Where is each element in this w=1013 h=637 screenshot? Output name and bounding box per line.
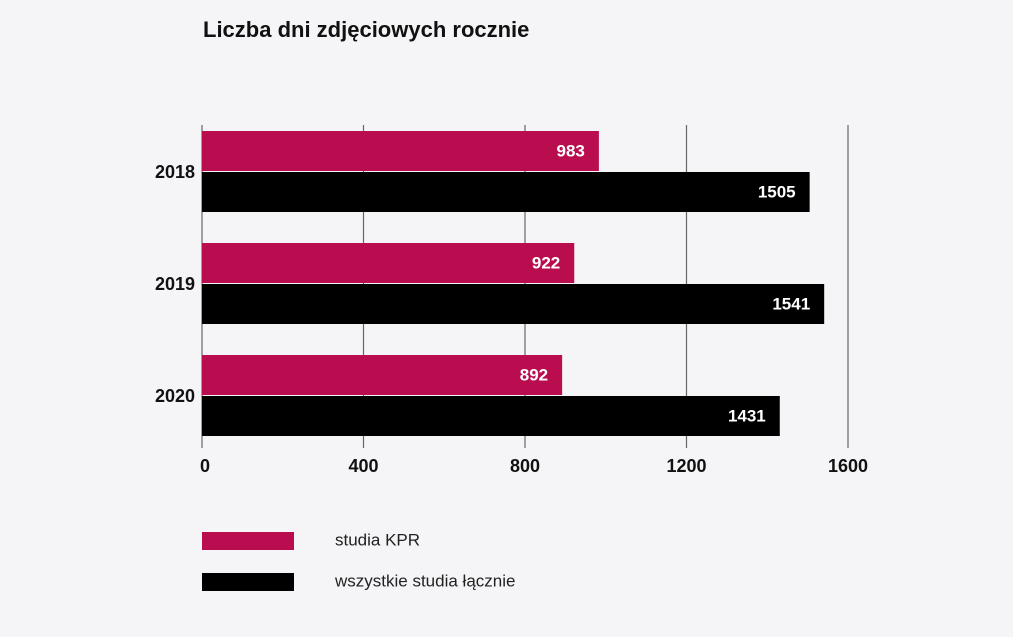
x-tick-label: 1600 xyxy=(828,456,868,476)
x-tick-label: 1200 xyxy=(666,456,706,476)
value-label: 983 xyxy=(557,141,585,160)
bar xyxy=(202,131,599,171)
x-tick-label: 0 xyxy=(200,456,210,476)
value-label: 1505 xyxy=(758,182,796,201)
legend-label: wszystkie studia łącznie xyxy=(334,571,515,590)
legend-swatch xyxy=(202,573,294,591)
value-label: 892 xyxy=(520,365,548,384)
value-label: 1431 xyxy=(728,406,766,425)
x-tick-label: 400 xyxy=(348,456,378,476)
y-tick-label: 2019 xyxy=(155,274,195,294)
bar xyxy=(202,243,575,283)
chart-title: Liczba dni zdjęciowych rocznie xyxy=(203,17,529,42)
bar xyxy=(202,355,563,395)
x-tick-label: 800 xyxy=(510,456,540,476)
bar xyxy=(202,284,825,324)
legend-label: studia KPR xyxy=(335,530,420,549)
legend-swatch xyxy=(202,532,294,550)
y-tick-label: 2018 xyxy=(155,162,195,182)
y-tick-label: 2020 xyxy=(155,386,195,406)
value-label: 1541 xyxy=(772,294,810,313)
bar xyxy=(202,172,810,212)
bar xyxy=(202,396,780,436)
value-label: 922 xyxy=(532,253,560,272)
